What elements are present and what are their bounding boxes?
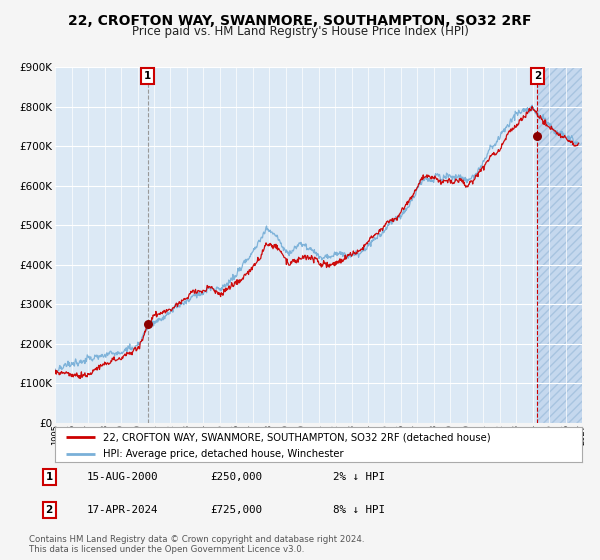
- Text: HPI: Average price, detached house, Winchester: HPI: Average price, detached house, Winc…: [103, 449, 343, 459]
- Bar: [538, 67, 582, 423]
- Text: 22, CROFTON WAY, SWANMORE, SOUTHAMPTON, SO32 2RF: 22, CROFTON WAY, SWANMORE, SOUTHAMPTON, …: [68, 14, 532, 28]
- Text: 17-APR-2024: 17-APR-2024: [87, 505, 158, 515]
- Text: £725,000: £725,000: [210, 505, 262, 515]
- Text: 15-AUG-2000: 15-AUG-2000: [87, 472, 158, 482]
- Text: 2: 2: [46, 505, 53, 515]
- Text: 22, CROFTON WAY, SWANMORE, SOUTHAMPTON, SO32 2RF (detached house): 22, CROFTON WAY, SWANMORE, SOUTHAMPTON, …: [103, 432, 490, 442]
- Text: Price paid vs. HM Land Registry's House Price Index (HPI): Price paid vs. HM Land Registry's House …: [131, 25, 469, 38]
- Text: 1: 1: [46, 472, 53, 482]
- Bar: [538, 67, 582, 423]
- Text: 1: 1: [144, 71, 151, 81]
- Text: 2: 2: [534, 71, 541, 81]
- Text: Contains HM Land Registry data © Crown copyright and database right 2024.
This d: Contains HM Land Registry data © Crown c…: [29, 535, 364, 554]
- Text: £250,000: £250,000: [210, 472, 262, 482]
- Text: 8% ↓ HPI: 8% ↓ HPI: [333, 505, 385, 515]
- Text: 2% ↓ HPI: 2% ↓ HPI: [333, 472, 385, 482]
